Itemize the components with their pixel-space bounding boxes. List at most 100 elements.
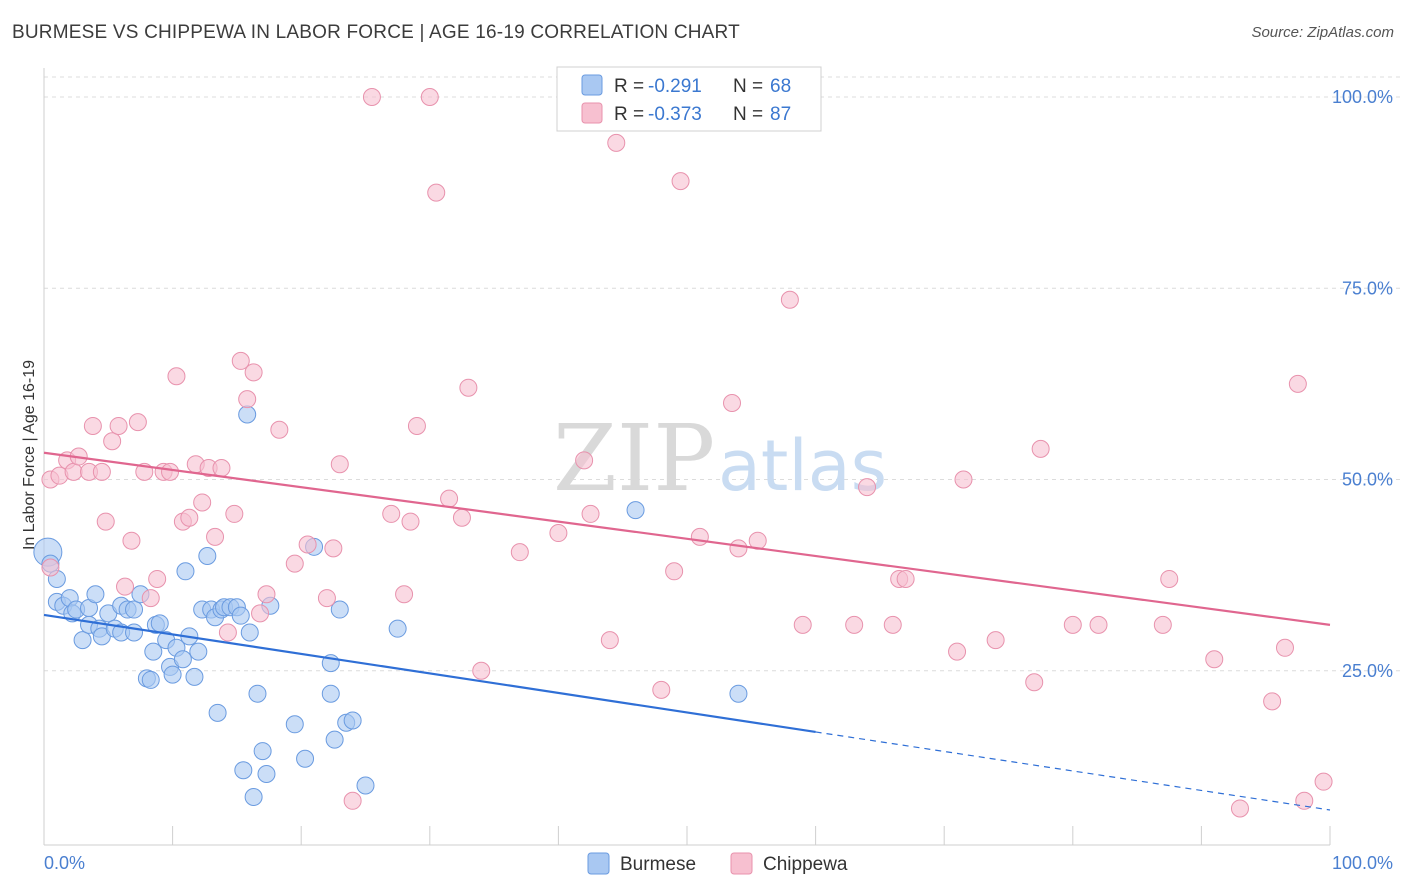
chippewa-point xyxy=(440,489,459,508)
chippewa-point xyxy=(206,527,225,546)
legend-n-value: 68 xyxy=(770,76,791,97)
chippewa-point xyxy=(1089,615,1108,634)
burmese-point xyxy=(238,405,257,424)
watermark-atlas: atlas xyxy=(718,425,887,507)
burmese-point xyxy=(343,711,362,730)
chippewa-point xyxy=(225,504,244,523)
burmese-point xyxy=(73,631,92,650)
legend-n-label: N = xyxy=(733,76,763,97)
chippewa-point xyxy=(330,455,349,474)
burmese-point xyxy=(257,765,276,784)
chippewa-point xyxy=(948,642,967,661)
chippewa-point xyxy=(986,631,1005,650)
chippewa-point xyxy=(298,535,317,554)
chippewa-point xyxy=(141,589,160,608)
chippewa-point xyxy=(665,562,684,581)
axes xyxy=(43,68,1331,846)
chippewa-point xyxy=(270,420,289,439)
burmese-point xyxy=(189,642,208,661)
chippewa-point xyxy=(723,394,742,412)
burmese-point xyxy=(163,665,182,684)
chippewa-point xyxy=(382,504,401,523)
legend-n-label: N = xyxy=(733,104,763,125)
chippewa-point xyxy=(1314,772,1333,791)
y-tick-labels: 25.0% 50.0% 75.0% 100.0% xyxy=(1332,87,1393,681)
chippewa-point xyxy=(793,615,812,634)
chippewa-point xyxy=(510,543,529,562)
y-axis-label: In Labor Force | Age 16-19 xyxy=(21,360,38,550)
chippewa-point xyxy=(238,390,257,409)
chippewa-point xyxy=(581,504,600,523)
chippewa-point xyxy=(109,416,128,435)
chippewa-point xyxy=(575,451,594,470)
y-tick-label: 75.0% xyxy=(1342,278,1393,298)
chippewa-point xyxy=(845,615,864,634)
y-tick-label: 50.0% xyxy=(1342,470,1393,490)
watermark: ZIP atlas xyxy=(553,405,887,512)
trend-lines xyxy=(43,451,1331,811)
chippewa-point xyxy=(180,508,199,527)
burmese-point xyxy=(176,562,195,581)
chippewa-point xyxy=(251,604,270,623)
legend-n-value: 87 xyxy=(770,104,791,125)
chippewa-point xyxy=(896,569,915,588)
burmese-point xyxy=(86,585,105,604)
burmese-point xyxy=(244,787,263,806)
chippewa-point xyxy=(1031,439,1050,458)
chippewa-point xyxy=(549,524,568,543)
chippewa-point xyxy=(193,493,212,512)
chippewa-point xyxy=(652,680,671,699)
chippewa-point xyxy=(231,351,250,370)
burmese-point xyxy=(141,670,160,689)
chippewa-point xyxy=(671,172,690,191)
chippewa-point xyxy=(161,462,180,481)
burmese-point xyxy=(185,667,204,686)
chippewa-point xyxy=(407,416,426,435)
chippewa-point xyxy=(472,661,491,680)
chippewa-point xyxy=(167,367,186,386)
burmese-point xyxy=(729,684,748,703)
legend-series-label: Chippewa xyxy=(763,854,848,875)
burmese-point xyxy=(144,642,163,661)
chippewa-point xyxy=(362,88,381,106)
chippewa-point xyxy=(148,569,167,588)
chippewa-point xyxy=(116,577,135,596)
chippewa-trend-line xyxy=(43,451,1331,626)
chippewa-point xyxy=(285,554,304,573)
x-tick-labels: 0.0% 100.0% xyxy=(44,853,1393,873)
legend-swatch xyxy=(581,74,603,96)
chippewa-point xyxy=(729,539,748,558)
chippewa-point xyxy=(954,470,973,489)
chippewa-point xyxy=(1153,615,1172,634)
burmese-point xyxy=(253,742,272,761)
chippewa-point xyxy=(1205,650,1224,669)
chippewa-point xyxy=(103,432,122,451)
burmese-point xyxy=(285,715,304,734)
chippewa-point xyxy=(212,459,231,478)
chippewa-point xyxy=(324,539,343,558)
chippewa-point xyxy=(41,558,60,577)
chippewa-point xyxy=(883,615,902,634)
chippewa-point xyxy=(427,183,446,202)
chippewa-point xyxy=(401,512,420,531)
chippewa-point xyxy=(128,413,147,432)
legend-r-label: R = xyxy=(614,104,644,125)
burmese-trend-line xyxy=(43,613,816,734)
stats-legend: R = -0.291 N = 68 R = -0.373 N = 87 xyxy=(556,66,822,132)
burmese-point xyxy=(240,623,259,642)
x-tick-label: 100.0% xyxy=(1332,853,1393,873)
legend-swatch xyxy=(587,852,610,875)
chippewa-point xyxy=(1230,799,1249,818)
chippewa-point xyxy=(690,527,709,546)
burmese-point xyxy=(198,547,217,565)
chippewa-point xyxy=(92,462,111,481)
chippewa-point xyxy=(780,290,799,309)
chippewa-point xyxy=(1275,638,1294,657)
chippewa-point xyxy=(858,478,877,497)
burmese-point xyxy=(231,606,250,625)
legend-series-label: Burmese xyxy=(620,854,696,875)
chart-title: BURMESE VS CHIPPEWA IN LABOR FORCE | AGE… xyxy=(12,22,740,43)
chippewa-point xyxy=(64,462,83,481)
chippewa-point xyxy=(1025,673,1044,692)
chippewa-point xyxy=(83,416,102,435)
